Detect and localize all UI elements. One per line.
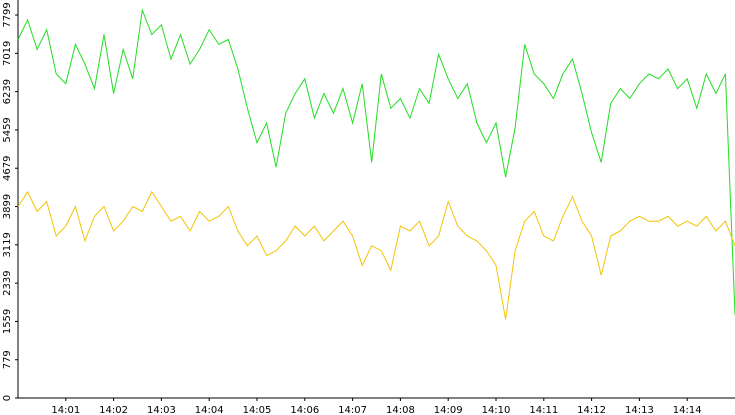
x-tick-label: 14:04 <box>195 405 224 415</box>
y-tick-label: 1559 <box>2 309 13 334</box>
x-tick-label: 14:09 <box>434 405 463 415</box>
y-tick-label: 4679 <box>2 156 13 181</box>
x-tick-label: 14:03 <box>147 405 176 415</box>
x-tick-label: 14:07 <box>338 405 367 415</box>
y-tick-label: 7019 <box>2 41 13 66</box>
x-tick-label: 14:14 <box>673 405 702 415</box>
x-tick-label: 14:05 <box>243 405 272 415</box>
x-tick-label: 14:12 <box>577 405 606 415</box>
y-tick-label: 3899 <box>2 194 13 219</box>
x-tick-label: 14:13 <box>625 405 654 415</box>
series-line <box>17 8 735 315</box>
y-tick-label: 2339 <box>2 270 13 295</box>
x-tick-label: 14:10 <box>482 405 511 415</box>
y-tick-label: 6239 <box>2 79 13 104</box>
x-tick-label: 14:01 <box>51 405 80 415</box>
y-tick-label: 7799 <box>2 2 13 27</box>
x-tick-label: 14:08 <box>386 405 415 415</box>
series-line <box>17 190 735 320</box>
y-tick-label: 0 <box>2 395 13 401</box>
y-tick-label: 5459 <box>2 117 13 142</box>
x-tick-label: 14:11 <box>529 405 558 415</box>
x-tick-label: 14:02 <box>99 405 128 415</box>
y-tick-label: 779 <box>2 350 13 369</box>
x-tick-label: 14:06 <box>290 405 319 415</box>
y-tick-label: 3119 <box>2 232 13 257</box>
